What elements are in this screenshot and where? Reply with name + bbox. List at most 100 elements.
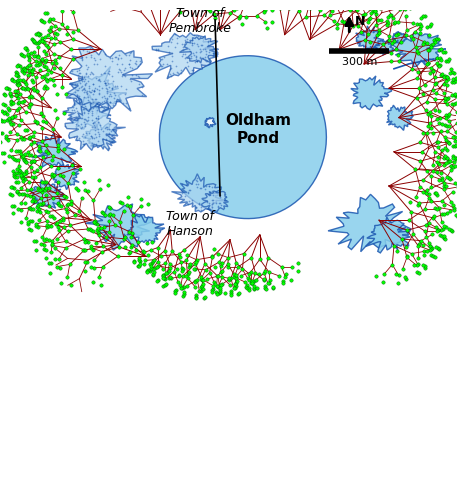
Point bbox=[105, 79, 112, 87]
Point bbox=[278, 263, 285, 271]
Point bbox=[116, 243, 123, 251]
Point bbox=[354, 0, 361, 3]
Point bbox=[85, 77, 92, 85]
Point bbox=[118, 72, 125, 80]
Point bbox=[123, 85, 130, 93]
Point bbox=[32, 152, 39, 160]
Point bbox=[60, 109, 68, 117]
Point bbox=[105, 217, 112, 225]
Point bbox=[82, 60, 90, 68]
Point bbox=[154, 276, 161, 283]
Point bbox=[104, 94, 111, 102]
Point bbox=[330, 17, 338, 25]
Point bbox=[15, 190, 22, 198]
Point bbox=[48, 259, 55, 267]
Point bbox=[449, 100, 456, 108]
Point bbox=[32, 58, 39, 66]
Point bbox=[13, 62, 21, 70]
Point bbox=[21, 175, 29, 183]
Point bbox=[205, 60, 213, 68]
Point bbox=[103, 124, 111, 132]
Point bbox=[391, 20, 398, 28]
Point bbox=[55, 255, 63, 263]
Point bbox=[103, 85, 111, 93]
Point bbox=[80, 118, 87, 126]
Point bbox=[37, 200, 44, 208]
Point bbox=[431, 95, 438, 103]
Point bbox=[371, 7, 378, 15]
Point bbox=[432, 90, 440, 98]
Point bbox=[74, 112, 82, 120]
Point bbox=[85, 225, 92, 233]
Point bbox=[170, 69, 177, 77]
Polygon shape bbox=[84, 122, 117, 150]
Point bbox=[106, 136, 113, 144]
Point bbox=[59, 216, 66, 224]
Point bbox=[194, 276, 201, 284]
Point bbox=[106, 125, 113, 133]
Point bbox=[430, 66, 437, 74]
Point bbox=[452, 90, 457, 98]
Point bbox=[132, 58, 139, 66]
Point bbox=[426, 242, 434, 250]
Point bbox=[82, 134, 89, 141]
Point bbox=[32, 222, 39, 230]
Point bbox=[4, 110, 11, 118]
Point bbox=[192, 203, 199, 211]
Point bbox=[230, 284, 237, 292]
Point bbox=[202, 260, 209, 268]
Point bbox=[107, 127, 114, 135]
Point bbox=[452, 128, 457, 136]
Point bbox=[7, 100, 15, 108]
Point bbox=[445, 156, 452, 164]
Point bbox=[80, 84, 88, 92]
Point bbox=[36, 37, 43, 45]
Point bbox=[102, 84, 110, 92]
Point bbox=[197, 53, 204, 61]
Point bbox=[101, 210, 108, 218]
Point bbox=[97, 224, 105, 232]
Point bbox=[175, 278, 182, 286]
Point bbox=[112, 97, 120, 105]
Point bbox=[72, 124, 80, 132]
Point bbox=[192, 290, 200, 298]
Point bbox=[109, 84, 116, 92]
Point bbox=[197, 54, 204, 62]
Point bbox=[452, 137, 457, 145]
Point bbox=[63, 0, 70, 8]
Point bbox=[60, 224, 68, 232]
Point bbox=[84, 90, 91, 98]
Point bbox=[179, 40, 186, 48]
Point bbox=[96, 130, 103, 138]
Point bbox=[423, 98, 430, 106]
Point bbox=[455, 93, 457, 101]
Point bbox=[214, 202, 222, 210]
Point bbox=[183, 252, 191, 260]
Point bbox=[49, 125, 57, 133]
Point bbox=[420, 188, 427, 196]
Point bbox=[40, 84, 47, 92]
Point bbox=[47, 68, 54, 76]
Point bbox=[11, 202, 18, 209]
Point bbox=[24, 186, 31, 194]
Point bbox=[441, 144, 449, 152]
Point bbox=[195, 200, 202, 207]
Point bbox=[160, 271, 168, 279]
Point bbox=[101, 50, 109, 58]
Point bbox=[21, 199, 29, 207]
Point bbox=[87, 244, 95, 252]
Point bbox=[356, 0, 363, 2]
Point bbox=[99, 208, 106, 216]
Point bbox=[13, 88, 21, 96]
Point bbox=[199, 285, 207, 293]
Point bbox=[438, 176, 445, 184]
Point bbox=[42, 82, 49, 90]
Point bbox=[55, 200, 63, 208]
Point bbox=[439, 48, 446, 56]
Point bbox=[455, 134, 457, 142]
Point bbox=[36, 60, 43, 68]
Point bbox=[126, 202, 133, 210]
Point bbox=[70, 106, 77, 114]
Point bbox=[447, 162, 455, 170]
Point bbox=[42, 186, 49, 194]
